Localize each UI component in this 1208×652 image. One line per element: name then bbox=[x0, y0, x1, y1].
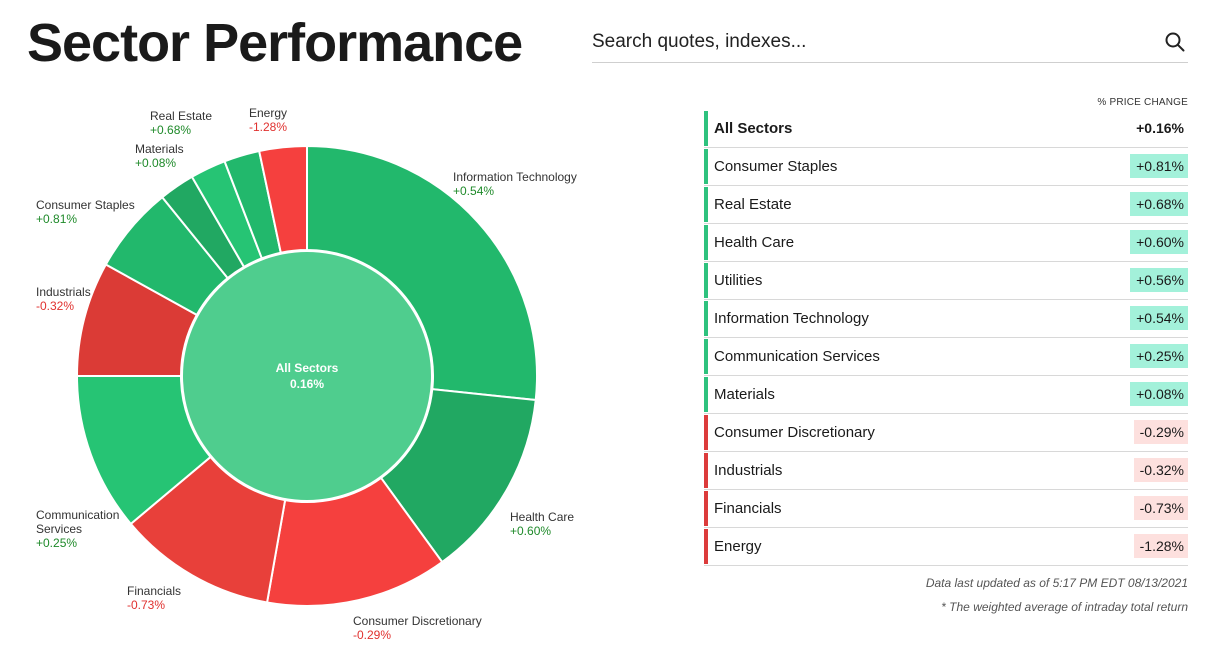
slice-label-value: +0.60% bbox=[510, 524, 551, 538]
slice-label-name: Consumer Discretionary bbox=[353, 614, 482, 628]
row-color-bar bbox=[704, 415, 708, 450]
slice-label-name: Energy bbox=[249, 106, 287, 120]
row-name: Health Care bbox=[714, 234, 795, 251]
row-name: Consumer Staples bbox=[714, 158, 838, 175]
row-color-bar bbox=[704, 453, 708, 488]
row-name: Materials bbox=[714, 386, 775, 403]
table-row[interactable]: Health Care +0.60% bbox=[704, 224, 1188, 262]
row-name: Consumer Discretionary bbox=[714, 424, 875, 441]
row-name: All Sectors bbox=[714, 120, 793, 137]
row-color-bar bbox=[704, 491, 708, 526]
row-value: -0.73% bbox=[1133, 496, 1188, 520]
row-color-bar bbox=[704, 377, 708, 412]
row-name: Real Estate bbox=[714, 196, 792, 213]
center-all-sectors[interactable] bbox=[183, 252, 431, 500]
slice-label-value: +0.08% bbox=[135, 156, 176, 170]
table-row[interactable]: Financials -0.73% bbox=[704, 490, 1188, 528]
table-row-all-sectors[interactable]: All Sectors +0.16% bbox=[704, 110, 1188, 148]
sector-table: All Sectors +0.16% Consumer Staples +0.81… bbox=[704, 110, 1188, 566]
table-row[interactable]: Utilities +0.56% bbox=[704, 262, 1188, 300]
slice-label-name: Materials bbox=[135, 142, 184, 156]
row-value: +0.54% bbox=[1130, 306, 1188, 330]
slice-label-value: +0.81% bbox=[36, 212, 77, 226]
search-bar bbox=[592, 22, 1188, 63]
row-color-bar bbox=[704, 111, 708, 146]
row-color-bar bbox=[704, 529, 708, 564]
row-color-bar bbox=[704, 149, 708, 184]
row-value: +0.25% bbox=[1130, 344, 1188, 368]
center-label-name: All Sectors bbox=[276, 361, 339, 375]
center-label-value: 0.16% bbox=[290, 377, 324, 391]
slice-label-value: -0.73% bbox=[127, 598, 165, 612]
slice-label-name: Industrials bbox=[36, 285, 91, 299]
row-name: Information Technology bbox=[714, 310, 869, 327]
row-color-bar bbox=[704, 263, 708, 298]
row-color-bar bbox=[704, 225, 708, 260]
row-value: +0.60% bbox=[1130, 230, 1188, 254]
row-name: Communication Services bbox=[714, 348, 880, 365]
row-value: +0.68% bbox=[1130, 192, 1188, 216]
slice-label-value: +0.54% bbox=[453, 184, 494, 198]
table-row[interactable]: Industrials -0.32% bbox=[704, 452, 1188, 490]
row-color-bar bbox=[704, 339, 708, 374]
table-row[interactable]: Energy -1.28% bbox=[704, 528, 1188, 566]
row-color-bar bbox=[704, 187, 708, 222]
weighted-average-note: * The weighted average of intraday total… bbox=[941, 600, 1188, 614]
slice-label-value: -1.28% bbox=[249, 120, 287, 134]
slice-label-value: -0.29% bbox=[353, 628, 391, 642]
table-header: % PRICE CHANGE bbox=[1097, 97, 1188, 108]
row-name: Industrials bbox=[714, 462, 783, 479]
row-value: +0.08% bbox=[1130, 382, 1188, 406]
row-value: +0.81% bbox=[1130, 154, 1188, 178]
slice-label-name: Financials bbox=[127, 584, 181, 598]
slice-label-name: Information Technology bbox=[453, 170, 577, 184]
slice-label-name: Health Care bbox=[510, 510, 574, 524]
table-row[interactable]: Communication Services +0.25% bbox=[704, 338, 1188, 376]
slice-label-name: Real Estate bbox=[150, 109, 212, 123]
row-name: Energy bbox=[714, 538, 762, 555]
slice-label-value: +0.25% bbox=[36, 536, 77, 550]
slice-label-name: Communication Services bbox=[36, 508, 119, 536]
table-row[interactable]: Materials +0.08% bbox=[704, 376, 1188, 414]
search-icon[interactable] bbox=[1164, 31, 1186, 53]
row-value: -0.32% bbox=[1133, 458, 1188, 482]
row-value: +0.16% bbox=[1136, 120, 1184, 136]
row-value: -0.29% bbox=[1133, 420, 1188, 444]
slice-energy[interactable] bbox=[257, 144, 308, 254]
slice-information-technology[interactable] bbox=[306, 144, 538, 402]
row-color-bar bbox=[704, 301, 708, 336]
row-name: Utilities bbox=[714, 272, 763, 289]
slice-label-name: Consumer Staples bbox=[36, 198, 135, 212]
search-input[interactable] bbox=[592, 24, 1132, 60]
table-row[interactable]: Real Estate +0.68% bbox=[704, 186, 1188, 224]
table-row[interactable]: Consumer Staples +0.81% bbox=[704, 148, 1188, 186]
last-updated-note: Data last updated as of 5:17 PM EDT 08/1… bbox=[925, 576, 1188, 590]
row-value: +0.56% bbox=[1130, 268, 1188, 292]
table-row[interactable]: Information Technology +0.54% bbox=[704, 300, 1188, 338]
row-name: Financials bbox=[714, 500, 782, 517]
page-title: Sector Performance bbox=[27, 13, 523, 73]
slice-label-value: +0.68% bbox=[150, 123, 191, 137]
slice-label-value: -0.32% bbox=[36, 299, 74, 313]
table-row[interactable]: Consumer Discretionary -0.29% bbox=[704, 414, 1188, 452]
row-value: -1.28% bbox=[1133, 534, 1188, 558]
